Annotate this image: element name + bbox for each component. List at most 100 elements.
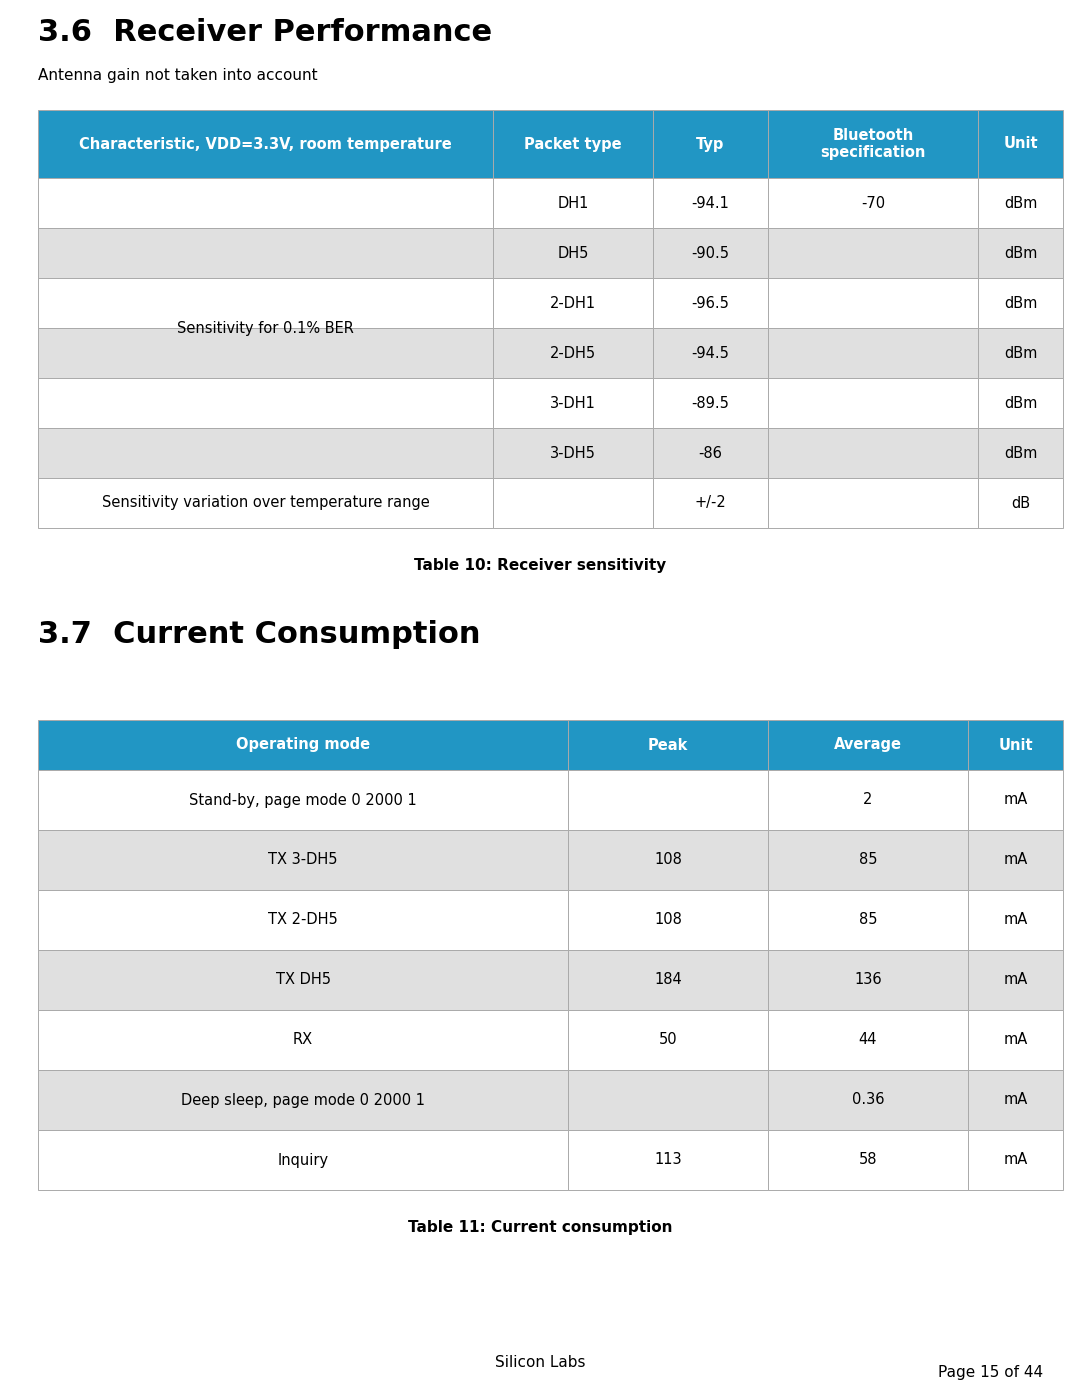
Text: dBm: dBm <box>1004 446 1037 460</box>
Text: 2-DH1: 2-DH1 <box>550 295 596 310</box>
Bar <box>568 1010 768 1071</box>
Text: Table 10: Receiver sensitivity: Table 10: Receiver sensitivity <box>414 558 667 573</box>
Bar <box>978 109 1063 179</box>
Bar <box>978 229 1063 278</box>
Bar <box>978 278 1063 328</box>
Text: mA: mA <box>1003 972 1028 988</box>
Bar <box>768 229 978 278</box>
Bar <box>768 1010 967 1071</box>
Text: Stand-by, page mode 0 2000 1: Stand-by, page mode 0 2000 1 <box>189 792 417 807</box>
Text: TX 2-DH5: TX 2-DH5 <box>268 913 338 928</box>
Bar <box>768 770 967 830</box>
Bar <box>568 891 768 950</box>
Text: mA: mA <box>1003 853 1028 867</box>
Text: Bluetooth
specification: Bluetooth specification <box>820 127 925 161</box>
Bar <box>493 109 653 179</box>
Text: DH5: DH5 <box>558 245 589 260</box>
Bar <box>768 891 967 950</box>
Text: 3.6  Receiver Performance: 3.6 Receiver Performance <box>38 18 492 47</box>
Bar <box>38 950 568 1010</box>
Bar <box>493 328 653 378</box>
Bar <box>768 1071 967 1130</box>
Bar <box>768 378 978 428</box>
Text: RX: RX <box>293 1032 313 1047</box>
Bar <box>967 950 1063 1010</box>
Text: 108: 108 <box>654 853 682 867</box>
Text: 184: 184 <box>654 972 682 988</box>
Text: mA: mA <box>1003 1152 1028 1168</box>
Text: 108: 108 <box>654 913 682 928</box>
Bar <box>653 179 768 229</box>
Bar <box>568 1130 768 1190</box>
Text: Average: Average <box>835 737 902 752</box>
Bar <box>967 891 1063 950</box>
Bar <box>768 179 978 229</box>
Bar <box>768 328 978 378</box>
Text: 113: 113 <box>654 1152 682 1168</box>
Bar <box>653 428 768 478</box>
Bar <box>38 830 568 891</box>
Bar <box>38 770 568 830</box>
Text: 3-DH5: 3-DH5 <box>550 446 596 460</box>
Text: Table 11: Current consumption: Table 11: Current consumption <box>409 1220 672 1235</box>
Text: dBm: dBm <box>1004 195 1037 211</box>
Text: dBm: dBm <box>1004 345 1037 360</box>
Bar <box>978 328 1063 378</box>
Bar <box>768 428 978 478</box>
Bar <box>38 720 568 770</box>
Bar <box>38 478 493 528</box>
Text: 2-DH5: 2-DH5 <box>550 345 596 360</box>
Text: 3-DH1: 3-DH1 <box>550 396 596 410</box>
Text: dBm: dBm <box>1004 245 1037 260</box>
Text: Operating mode: Operating mode <box>236 737 370 752</box>
Bar <box>768 478 978 528</box>
Bar <box>967 1010 1063 1071</box>
Text: 2: 2 <box>864 792 872 807</box>
Bar <box>978 478 1063 528</box>
Text: Packet type: Packet type <box>524 137 622 151</box>
Text: -70: -70 <box>860 195 885 211</box>
Text: dBm: dBm <box>1004 396 1037 410</box>
Text: Peak: Peak <box>648 737 689 752</box>
Bar <box>653 328 768 378</box>
Text: dB: dB <box>1011 496 1030 511</box>
Bar <box>568 830 768 891</box>
Bar <box>653 278 768 328</box>
Bar <box>493 428 653 478</box>
Bar <box>38 891 568 950</box>
Bar <box>38 179 493 229</box>
Text: -86: -86 <box>698 446 722 460</box>
Text: mA: mA <box>1003 1032 1028 1047</box>
Bar <box>38 328 493 378</box>
Text: 0.36: 0.36 <box>852 1093 884 1108</box>
Bar <box>768 278 978 328</box>
Bar <box>768 720 967 770</box>
Text: Sensitivity variation over temperature range: Sensitivity variation over temperature r… <box>102 496 429 511</box>
Bar <box>493 278 653 328</box>
Bar <box>568 720 768 770</box>
Bar <box>493 229 653 278</box>
Bar <box>653 109 768 179</box>
Bar <box>568 950 768 1010</box>
Bar <box>967 720 1063 770</box>
Text: Characteristic, VDD=3.3V, room temperature: Characteristic, VDD=3.3V, room temperatu… <box>79 137 452 151</box>
Bar <box>653 478 768 528</box>
Text: mA: mA <box>1003 1093 1028 1108</box>
Bar <box>38 229 493 278</box>
Text: mA: mA <box>1003 913 1028 928</box>
Bar <box>38 1130 568 1190</box>
Bar <box>38 109 493 179</box>
Bar <box>768 830 967 891</box>
Text: Antenna gain not taken into account: Antenna gain not taken into account <box>38 68 318 83</box>
Text: TX 3-DH5: TX 3-DH5 <box>268 853 337 867</box>
Text: 44: 44 <box>858 1032 878 1047</box>
Text: 136: 136 <box>854 972 882 988</box>
Text: Silicon Labs: Silicon Labs <box>495 1355 586 1370</box>
Text: Unit: Unit <box>1003 137 1038 151</box>
Bar <box>653 229 768 278</box>
Text: -94.5: -94.5 <box>692 345 730 360</box>
Bar <box>38 1010 568 1071</box>
Bar <box>768 950 967 1010</box>
Text: TX DH5: TX DH5 <box>276 972 331 988</box>
Text: -90.5: -90.5 <box>692 245 730 260</box>
